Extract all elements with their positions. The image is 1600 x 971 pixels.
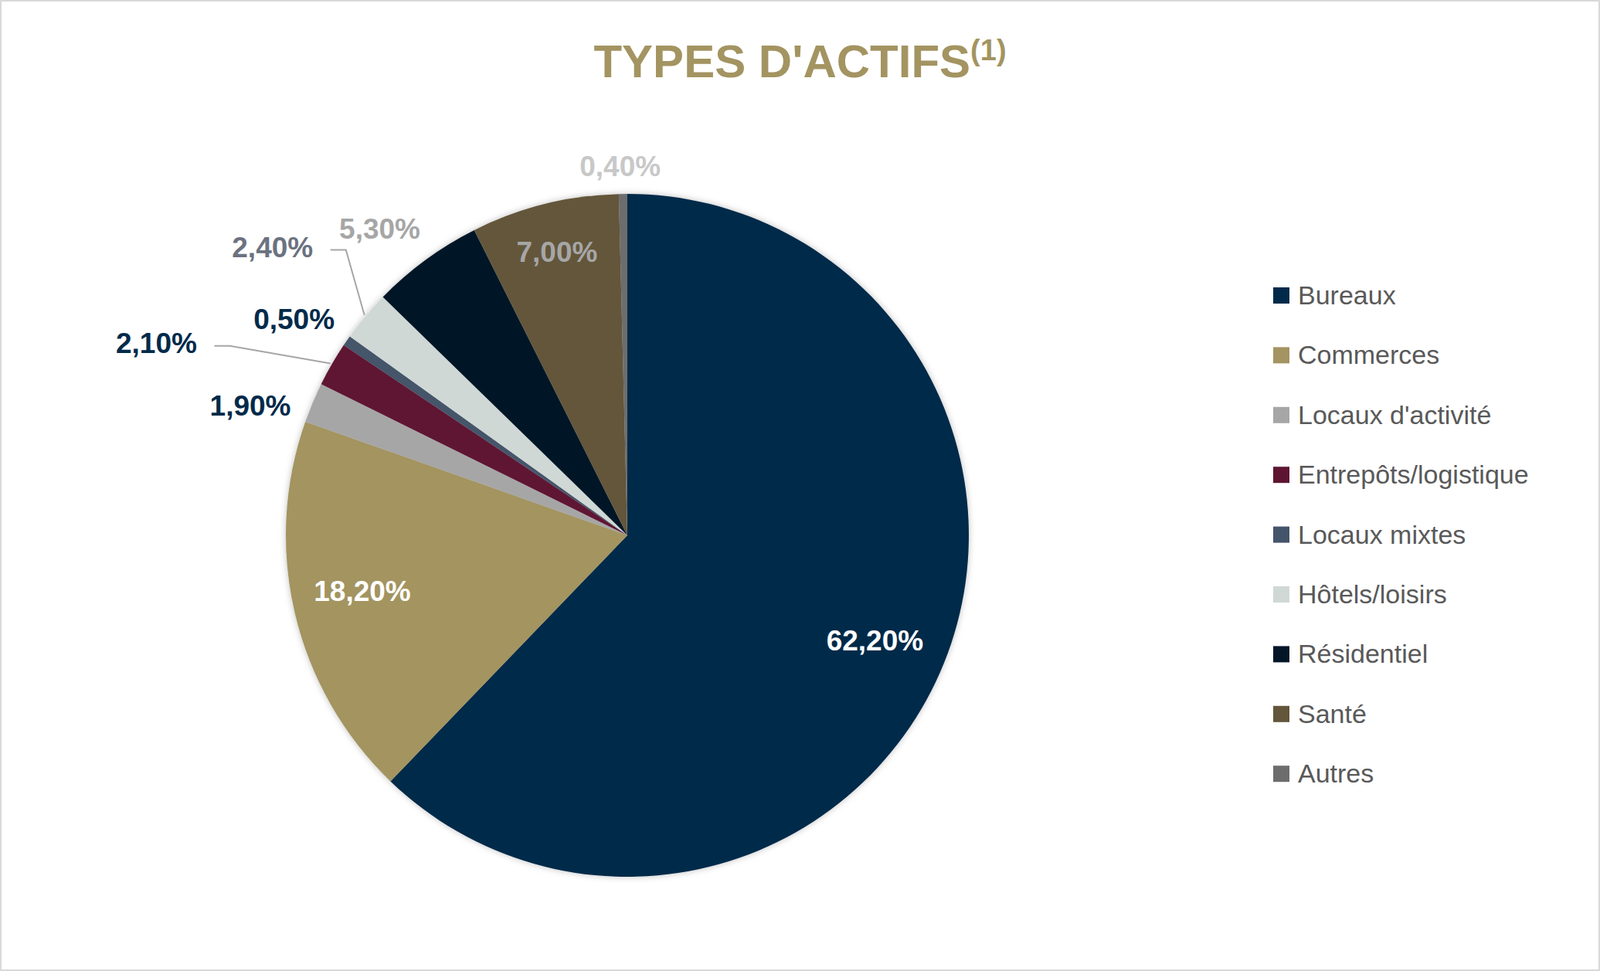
legend-swatch [1273,586,1290,603]
frame [0,0,1600,971]
legend-swatch [1273,346,1290,364]
data-label: 62,20% [826,625,924,657]
legend-swatch [1273,706,1290,723]
data-label: 0,40% [579,150,661,183]
legend-label: Résidentiel [1297,638,1428,669]
legend-label: Locaux d'activité [1297,400,1492,430]
data-label: 7,00% [516,236,598,269]
slice [474,193,628,536]
pie [285,193,969,877]
legend-label: Locaux mixtes [1297,519,1466,550]
leader-line [330,250,365,316]
legend-swatch [1273,645,1290,663]
title: TYPES D'ACTIFS(1) [593,33,1006,88]
chart: TYPES D'ACTIFS(1) 62,20% 18,20% 1,90% 2,10% 0… [0,0,1600,971]
legend-label: Autres [1297,758,1374,789]
labels: 62,20% 18,20% 1,90% 2,10% 0,50% 2,40% 5,30% 7,0… [115,150,924,656]
slice [618,193,628,536]
data-label: 5,30% [339,213,421,245]
data-label: 0,50% [253,303,335,336]
data-label: 1,90% [210,390,292,422]
title-note: (1) [970,33,1006,67]
data-label: 2,10% [115,327,198,360]
legend: Bureaux Commerces Locaux d'activité Entrepô… [1273,280,1529,789]
legend-label: Commerces [1297,339,1440,370]
legend-label: Bureaux [1297,280,1397,310]
data-label: 18,20% [313,575,412,608]
legend-swatch [1273,407,1290,424]
legend-swatch [1273,287,1290,304]
legend-swatch [1273,765,1290,782]
leader-line [214,346,330,364]
data-label: 2,40% [231,231,313,264]
legend-label: Entrepôts/logistique [1297,459,1529,490]
legend-label: Santé [1297,699,1367,729]
title-text: TYPES D'ACTIFS [593,35,971,88]
legend-label: Hôtels/loisirs [1297,579,1448,609]
legend-swatch [1273,466,1290,483]
legend-swatch [1273,526,1290,544]
